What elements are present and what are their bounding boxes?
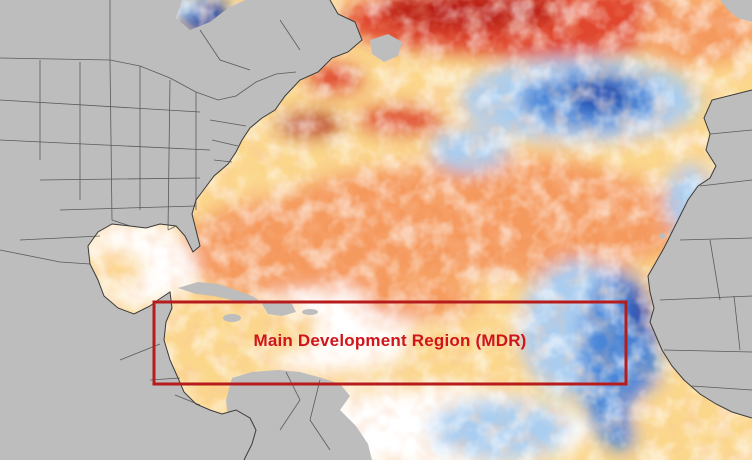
jamaica-land (223, 314, 241, 322)
south-america-land (226, 370, 372, 460)
north-america-land (0, 0, 362, 460)
northeast-land (720, 0, 752, 22)
mdr-label: Main Development Region (MDR) (253, 331, 527, 350)
canary-islands-land (659, 233, 665, 239)
mdr-box (152, 300, 628, 386)
newfoundland-land (370, 34, 402, 62)
hispaniola-land (262, 300, 296, 316)
puerto-rico-land (302, 309, 318, 315)
europe-africa-land (648, 90, 752, 418)
cuba-land (178, 282, 262, 304)
